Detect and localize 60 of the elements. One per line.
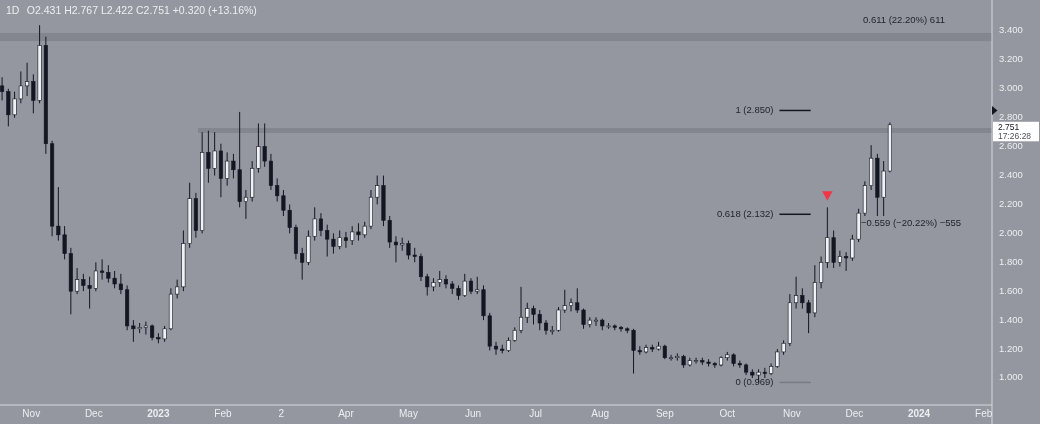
y-tick-label: 2.400 [999, 169, 1023, 181]
candlestick [594, 316, 599, 327]
candlestick [243, 189, 248, 220]
text: O2.431 H2.767 L2.422 C2.751 +0.320 (+13.16%) [26, 3, 257, 16]
candlestick [443, 274, 448, 289]
x-tick-label: Jun [465, 408, 482, 420]
x-tick-label: Sep [655, 408, 675, 420]
x-tick-label: Feb [975, 408, 993, 420]
candlestick [118, 273, 123, 295]
y-tick-label: 1.000 [999, 371, 1023, 383]
annotation: 0.611 (22.20%) 611 [862, 13, 945, 25]
annotation: −0.559 (−20.22%) −555 [861, 217, 962, 229]
y-tick-label: 3.000 [999, 82, 1023, 94]
candlestick [518, 286, 524, 334]
x-tick-label: Aug [591, 408, 610, 420]
y-tick-label: 1.200 [999, 342, 1023, 354]
y-tick-label: 1.600 [999, 284, 1023, 296]
x-tick-label: Oct [719, 408, 736, 420]
candlestick [619, 325, 624, 333]
candlestick [569, 297, 574, 312]
candlestick [418, 253, 423, 282]
candlestick [100, 258, 105, 281]
candlestick [794, 276, 799, 310]
candlestick [393, 235, 398, 263]
text: 1D [6, 3, 20, 16]
y-tick-label: 2.200 [999, 197, 1023, 209]
y-tick-label: 3.400 [999, 24, 1023, 36]
candlestick [669, 354, 674, 362]
candlestick [343, 231, 348, 249]
y-tick-label: 2.600 [999, 140, 1023, 152]
text: 17:26:28 [998, 130, 1032, 141]
x-tick-label: Jul [529, 408, 542, 420]
x-tick-label: Nov [22, 408, 41, 420]
y-tick-label: 1.800 [999, 255, 1023, 267]
candlestick [493, 341, 499, 356]
candlestick [694, 357, 699, 364]
candlestick [143, 321, 148, 336]
x-tick-label: Apr [338, 408, 355, 420]
candlestick [0, 76, 5, 101]
x-tick-label: 2024 [907, 408, 931, 420]
y-tick-label: 3.200 [999, 53, 1023, 65]
y-tick-label: 2.000 [999, 226, 1023, 238]
x-tick-label: Feb [214, 408, 233, 420]
candlestick [75, 267, 80, 295]
x-tick-label: 2 [278, 408, 285, 420]
y-tick-label: 1.400 [999, 313, 1023, 325]
candlestick [318, 212, 323, 237]
x-tick-label: Dec [845, 408, 864, 420]
candlestick [25, 62, 30, 97]
candlestick [844, 251, 849, 272]
x-tick-label: Dec [84, 408, 103, 420]
annotation: 0 (0.969) [735, 375, 774, 387]
y-tick-label: 2.800 [999, 111, 1023, 123]
annotation: 1 (2.850) [735, 103, 774, 115]
candlestick [819, 256, 824, 289]
x-tick-label: Nov [783, 408, 801, 420]
x-tick-label: May [399, 408, 418, 420]
x-tick-label: 2023 [147, 408, 170, 420]
annotation: 0.618 (2.132) [716, 207, 774, 219]
text: 2.751 [998, 121, 1020, 132]
